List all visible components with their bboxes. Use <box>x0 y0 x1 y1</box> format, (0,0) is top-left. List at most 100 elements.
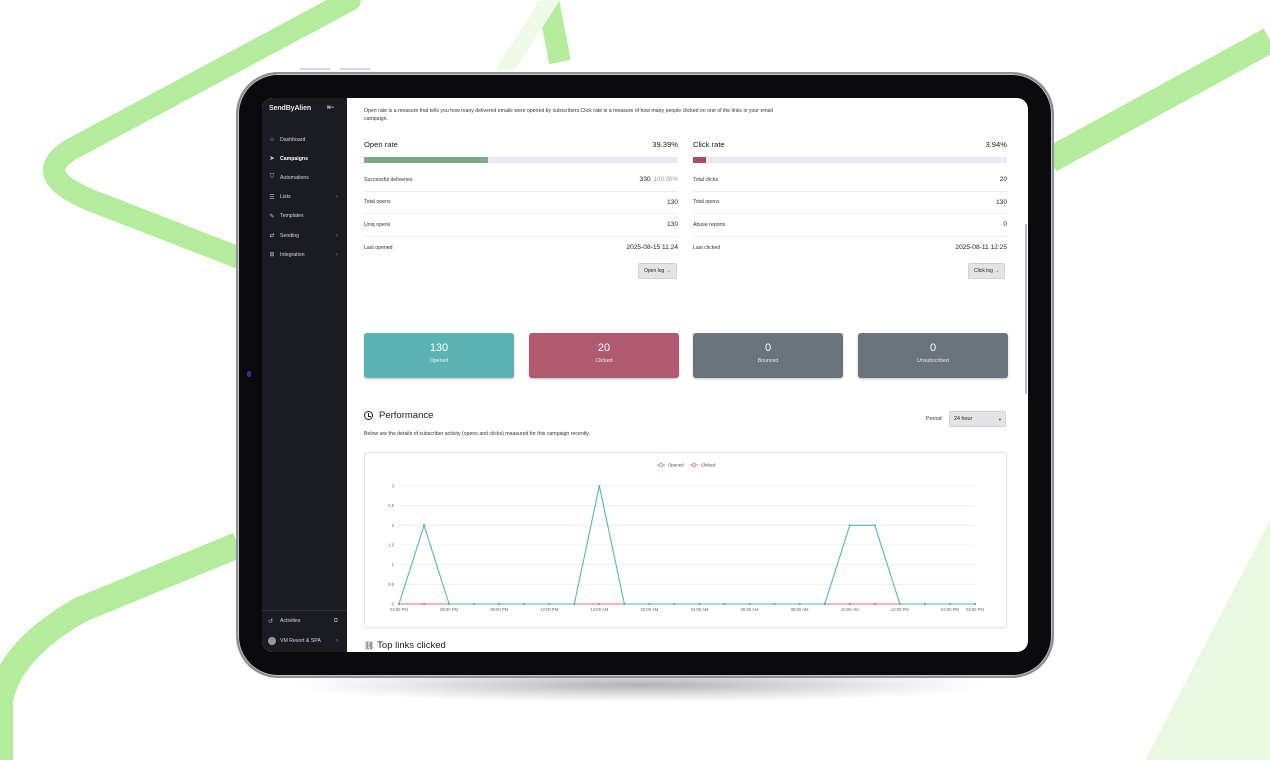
sidebar-item-label: Lists <box>280 194 291 201</box>
x-tick-label: 10:00 AM <box>841 607 859 612</box>
stat-label: Opened <box>429 358 449 364</box>
stat-row-label: Total opens <box>364 199 391 206</box>
stat-row-label: Last clicked <box>693 244 721 251</box>
x-tick-label: 02:00 AM <box>641 607 659 612</box>
stat-row-value-group: 0 <box>1003 221 1007 228</box>
intro-text: Open rate is a measure that tells you ho… <box>364 108 773 122</box>
stat-row-value-group: 330 100.00% <box>640 176 678 183</box>
data-point-opened <box>873 524 876 527</box>
click-rate-bar-fill <box>693 157 706 163</box>
click-log-button[interactable]: Click log → <box>968 263 1006 279</box>
stat-row: Total opens 130 <box>364 192 678 214</box>
main-content: Open rate is a measure that tells you ho… <box>347 98 1028 652</box>
link-icon: ⛓ <box>364 641 375 650</box>
stat-card-unsubscribed[interactable]: 0 Unsubscribed <box>858 333 1008 378</box>
data-point-opened <box>623 602 626 606</box>
click-rate-bar <box>693 157 1007 163</box>
data-point-clicked <box>873 602 876 606</box>
stat-row-value: 130 <box>666 198 678 206</box>
stat-row-value-group: 130 <box>667 221 678 228</box>
stat-row-value: 130 <box>666 221 678 229</box>
sidebar-item-sending[interactable]: ⇄ Sending › <box>262 226 347 245</box>
stat-row-value-group: 130 <box>667 199 678 206</box>
sidebar-item-dashboard[interactable]: ⌂ Dashboard <box>262 130 347 149</box>
data-point-opened <box>923 602 927 606</box>
collapse-icon[interactable]: ⇤ <box>327 103 335 113</box>
sidebar-item-campaigns[interactable]: ➤ Campaigns <box>262 149 347 168</box>
chevron-right-icon: › <box>336 638 338 644</box>
data-point-opened <box>648 602 651 606</box>
period-label: Period <box>926 416 942 422</box>
legend-marker <box>658 462 664 468</box>
account-menu[interactable]: VM Resort & SPA › <box>262 631 347 651</box>
app-logo[interactable]: SendByAlien <box>269 105 312 112</box>
data-point-clicked <box>598 602 601 606</box>
stat-label: Clicked <box>595 358 613 364</box>
sidebar-item-integration[interactable]: ⊞ Integration › <box>262 245 347 264</box>
click-rate-panel: Click rate 3.94% Total clicks 20 Total ope… <box>693 140 1007 259</box>
x-tick-label: 10:00 PM <box>540 607 558 612</box>
data-point-opened <box>473 602 476 606</box>
sidebar-item-automations[interactable]: ⛉ Automations <box>262 168 347 187</box>
open-log-button[interactable]: Open log → <box>638 263 677 279</box>
data-point-opened <box>723 602 726 606</box>
click-rate-title: Click rate <box>693 140 725 149</box>
stat-number: 130 <box>429 342 449 354</box>
data-point-opened <box>823 602 826 606</box>
stat-row-label: Abuse reports <box>693 221 726 228</box>
home-icon: ⌂ <box>270 136 274 143</box>
stat-row-value: 2025-08-15 11:24 <box>626 244 678 252</box>
stat-number: 0 <box>764 342 772 354</box>
series-line-opened <box>398 485 975 605</box>
stat-card-bounced[interactable]: 0 Bounced <box>693 333 843 378</box>
scrollbar[interactable] <box>1025 224 1027 394</box>
open-rate-rows: Successful deliveries 330 100.00% Total ope… <box>364 169 678 259</box>
stat-row-percent: 100.00% <box>653 176 678 184</box>
stat-row: Last opened 2025-08-15 11:24 <box>364 237 678 260</box>
stat-card-opened[interactable]: 130 Opened <box>364 333 514 378</box>
stat-row-label: Total opens <box>693 199 720 206</box>
data-point-opened <box>598 484 601 488</box>
data-point-opened <box>798 602 801 606</box>
list-icon: ☰ <box>269 194 275 201</box>
x-tick-label: 03:00 PM <box>966 607 984 612</box>
open-rate-panel: Open rate 39.39% Successful deliveries 33… <box>364 140 678 259</box>
data-point-opened <box>673 602 676 606</box>
stat-row-label: Last opened <box>364 244 393 251</box>
external-link-icon[interactable]: ⧉ <box>333 617 338 624</box>
stat-row-value-group: 2025-08-11 12:25 <box>955 244 1007 251</box>
y-tick-label: 3 <box>392 484 395 489</box>
sidebar-item-templates[interactable]: ✎ Templates <box>262 207 347 226</box>
open-rate-bar-fill <box>364 157 488 163</box>
sidebar-item-label: Automations <box>280 174 309 181</box>
data-point-opened <box>848 524 851 527</box>
stat-row-value-group: 2025-08-15 11:24 <box>626 244 678 251</box>
stat-number: 0 <box>929 342 937 354</box>
clock-icon <box>364 411 373 420</box>
period-select[interactable]: 24 hour ▼ <box>949 411 1006 427</box>
sidebar-item-label: Templates <box>280 213 304 220</box>
account-name: VM Resort & SPA <box>280 638 321 644</box>
top-links-heading: ⛓ Top links clicked <box>364 640 446 651</box>
chevron-right-icon: › <box>336 194 338 201</box>
stat-row-value: 20 <box>999 176 1007 184</box>
click-rate-rows: Total clicks 20 Total opens 130 Abuse report… <box>693 169 1007 259</box>
data-point-opened <box>773 602 776 606</box>
sidebar-item-lists[interactable]: ☰ Lists › <box>262 188 347 207</box>
stat-row-value: 130 <box>995 198 1007 206</box>
stat-number: 20 <box>597 342 611 354</box>
sidebar-item-label: Campaigns <box>280 155 308 162</box>
sidebar: SendByAlien ⇤ ⌂ Dashboard ➤ Campaigns ⛉ Autom… <box>262 98 347 652</box>
stat-card-clicked[interactable]: 20 Clicked <box>529 333 679 378</box>
data-point-opened <box>573 602 576 606</box>
y-tick-label: 1.5 <box>388 543 394 548</box>
performance-heading: Performance <box>364 410 433 421</box>
sidebar-item-label: Sending <box>280 232 300 239</box>
stat-label: Bounced <box>757 358 779 364</box>
shield-icon: ⛉ <box>269 174 275 181</box>
data-point-opened <box>948 602 952 606</box>
stat-row-label: Successful deliveries <box>364 176 413 183</box>
stat-row-value: 2025-08-11 12:25 <box>955 244 1007 252</box>
sidebar-item-activities[interactable]: ↺ Activities ⧉ <box>262 611 347 631</box>
